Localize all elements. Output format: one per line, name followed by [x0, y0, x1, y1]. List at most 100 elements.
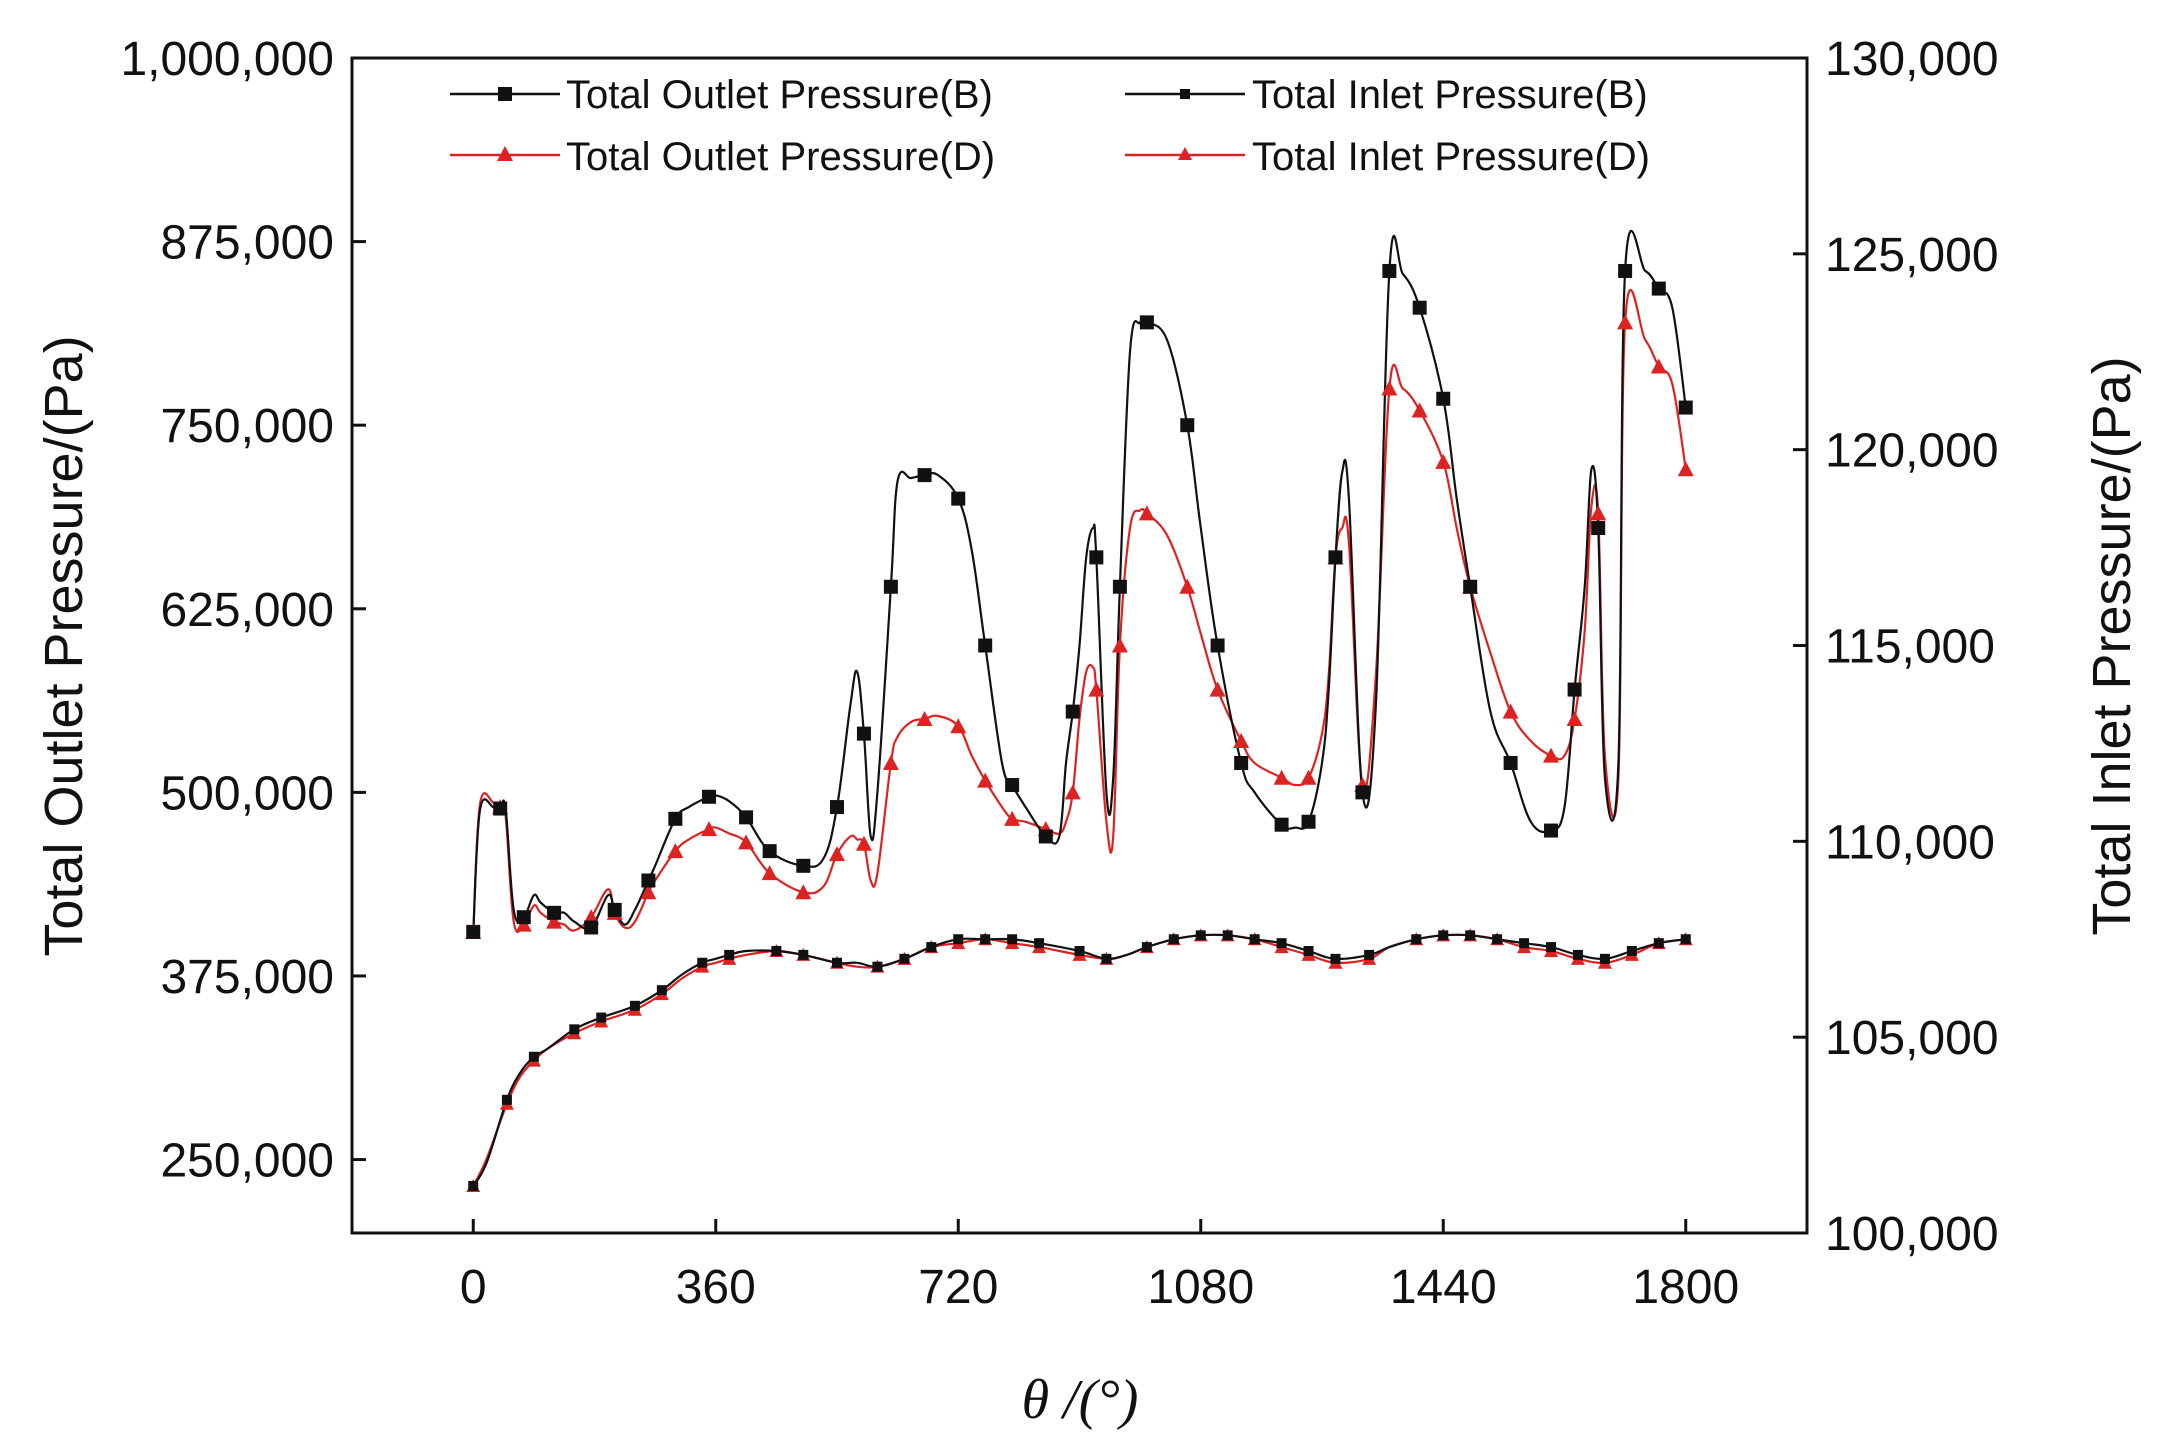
y-left-tick-label: 1,000,000 [120, 33, 334, 86]
data-point [1141, 942, 1152, 953]
data-point [1112, 579, 1127, 594]
y-right-axis-title: Total Inlet Pressure/(Pa) [2082, 356, 2142, 935]
data-point [762, 844, 777, 859]
series-line-0 [472, 229, 1687, 932]
data-point [796, 858, 811, 873]
data-point [1074, 946, 1085, 956]
data-point [1065, 704, 1080, 719]
data-point [771, 946, 782, 956]
data-point [1572, 949, 1583, 960]
data-point [1566, 710, 1583, 726]
data-point [882, 755, 899, 770]
y-left-tick-label: 250,000 [160, 1135, 334, 1188]
data-point [1412, 300, 1427, 315]
data-point [1138, 505, 1155, 521]
x-tick-label: 1080 [1147, 1261, 1254, 1314]
data-point [798, 949, 809, 960]
data-point [1274, 817, 1289, 832]
data-point [1273, 769, 1290, 785]
data-point [1249, 934, 1260, 945]
data-point [1210, 638, 1225, 653]
y-right-tick-label: 125,000 [1825, 229, 1999, 282]
data-point [795, 884, 812, 900]
legend-label-inlet-b: Total Inlet Pressure(B) [1252, 73, 1648, 117]
data-point [1544, 823, 1559, 838]
legend-marker-outlet-d [497, 146, 513, 161]
y-left-tick-label: 750,000 [160, 400, 334, 453]
x-tick-label: 1440 [1390, 1261, 1497, 1314]
data-point [584, 920, 599, 935]
data-point [1411, 934, 1422, 945]
data-point [951, 491, 966, 506]
legend-marker-inlet-b [1180, 89, 1190, 99]
data-point [1436, 391, 1451, 406]
data-point [832, 957, 842, 968]
data-point [1179, 578, 1196, 594]
data-point [899, 953, 910, 964]
data-point [1567, 682, 1582, 697]
data-point [1004, 810, 1021, 826]
data-point [1492, 934, 1503, 945]
data-point [1168, 934, 1179, 945]
y-right-tick-label: 120,000 [1825, 425, 1999, 478]
y-right-tick-label: 115,000 [1825, 621, 1995, 674]
data-point [1618, 263, 1633, 278]
data-point [667, 843, 684, 859]
data-point [1382, 263, 1397, 278]
data-point [1101, 953, 1112, 964]
data-point [1111, 637, 1128, 653]
data-point [668, 811, 683, 826]
data-point [1626, 946, 1637, 956]
data-point [855, 835, 872, 851]
data-point [1599, 953, 1610, 964]
data-point [1303, 946, 1314, 956]
data-point [501, 1094, 512, 1105]
legend-marker-outlet-b [498, 87, 512, 101]
data-point [641, 873, 656, 888]
data-point [1438, 930, 1449, 941]
data-point [1209, 681, 1226, 697]
y-right-tick-label: 110,000 [1825, 816, 1995, 869]
data-point [629, 1000, 640, 1011]
y-left-tick-label: 500,000 [160, 767, 334, 820]
data-point [546, 913, 563, 929]
legend: Total Outlet Pressure(B) Total Inlet Pre… [450, 73, 1650, 179]
data-point [583, 909, 600, 925]
data-point [528, 1051, 539, 1062]
data-point [1330, 953, 1341, 964]
data-point [1064, 784, 1081, 800]
data-point [640, 884, 657, 900]
data-point [1276, 938, 1287, 949]
data-point [1089, 550, 1104, 565]
data-point [739, 810, 754, 825]
data-point [953, 934, 964, 945]
legend-label-outlet-d: Total Outlet Pressure(D) [566, 135, 995, 179]
data-point [1088, 681, 1105, 697]
data-point [1381, 380, 1398, 396]
data-point [977, 772, 994, 788]
legend-label-outlet-b: Total Outlet Pressure(B) [566, 73, 993, 117]
data-point [1590, 505, 1607, 521]
data-point [1233, 732, 1250, 748]
data-point [607, 902, 622, 917]
data-point [493, 801, 508, 816]
data-point [596, 1012, 607, 1023]
data-point [872, 961, 883, 972]
data-point [856, 726, 871, 741]
data-point [1653, 938, 1664, 949]
data-point [724, 949, 735, 960]
data-point [1680, 934, 1691, 945]
data-point [926, 942, 937, 953]
data-point [1007, 934, 1018, 945]
x-tick-label: 720 [918, 1261, 998, 1314]
y-right-tick-label: 130,000 [1825, 33, 1999, 86]
legend-marker-inlet-d [1178, 147, 1192, 160]
data-point [1034, 938, 1045, 949]
data-point [950, 718, 967, 734]
data-point [1617, 314, 1634, 330]
data-point [1005, 778, 1020, 793]
data-point [917, 468, 932, 483]
data-point [1591, 521, 1606, 535]
series-markers [465, 263, 1694, 1192]
